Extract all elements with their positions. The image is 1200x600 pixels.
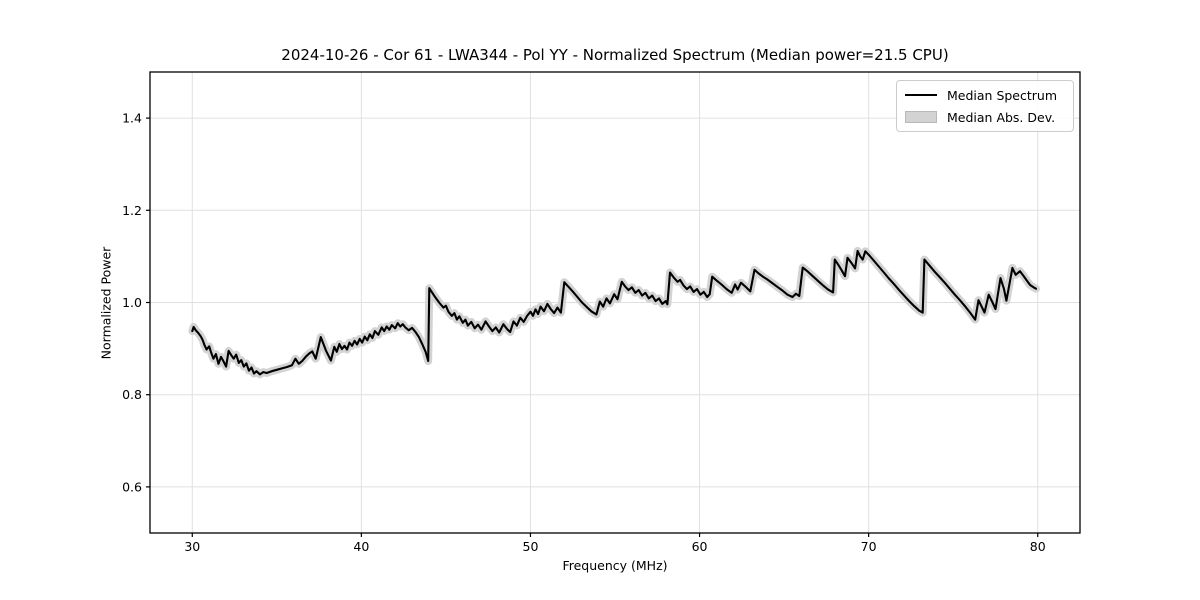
median-spectrum-line-swatch-icon (905, 94, 937, 96)
x-tick-label: 40 (353, 539, 369, 554)
median-abs-dev-band (188, 246, 1040, 379)
x-tick-label: 60 (692, 539, 708, 554)
y-tick-label: 1.4 (122, 111, 142, 126)
median-spectrum-line (191, 249, 1038, 376)
chart-title: 2024-10-26 - Cor 61 - LWA344 - Pol YY - … (281, 46, 949, 64)
y-tick-label: 0.8 (122, 387, 142, 402)
legend-item-median-spectrum: Median Spectrum (905, 86, 1065, 104)
x-axis-label: Frequency (MHz) (562, 558, 668, 573)
x-tick-label: 50 (523, 539, 539, 554)
median-abs-dev-patch-swatch-icon (905, 111, 937, 123)
legend: Median Spectrum Median Abs. Dev. (896, 80, 1074, 132)
legend-label-median-abs-dev: Median Abs. Dev. (947, 109, 1056, 125)
x-tick-label: 80 (1030, 539, 1046, 554)
y-tick-label: 1.2 (122, 203, 142, 218)
x-tick-label: 30 (184, 539, 200, 554)
y-tick-label: 0.6 (122, 479, 142, 494)
legend-item-median-abs-dev: Median Abs. Dev. (905, 108, 1065, 126)
x-tick-label: 70 (861, 539, 877, 554)
y-tick-label: 1.0 (122, 295, 142, 310)
legend-label-median-spectrum: Median Spectrum (947, 87, 1058, 103)
